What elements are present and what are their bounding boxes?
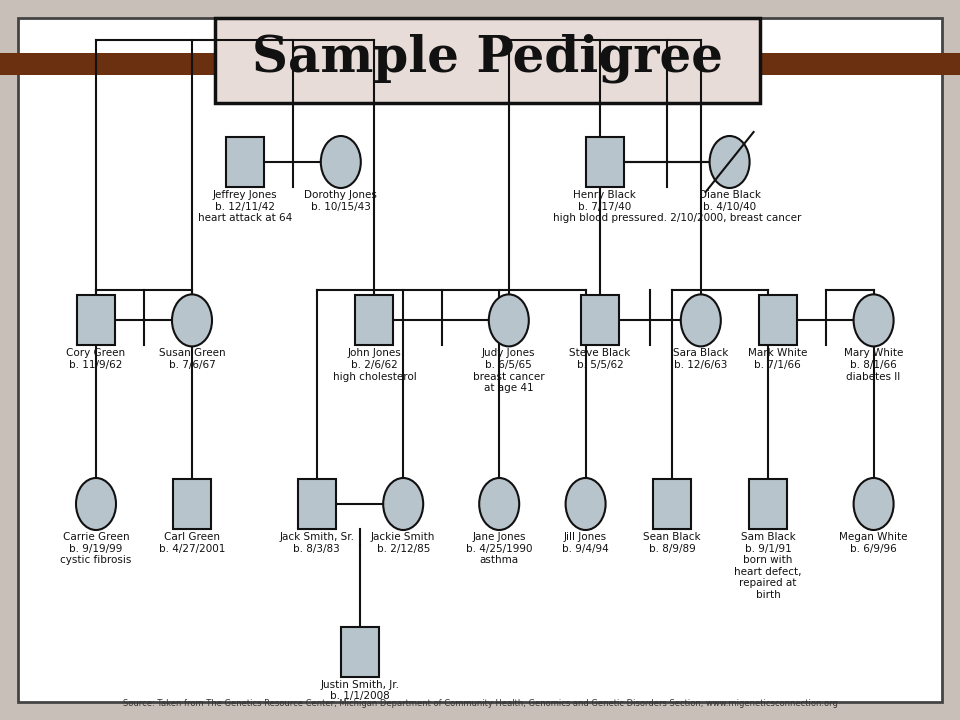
Bar bbox=[0, 53, 960, 75]
Bar bbox=[586, 137, 624, 187]
Text: Carl Green
b. 4/27/2001: Carl Green b. 4/27/2001 bbox=[158, 532, 226, 554]
Text: Judy Jones
b. 6/5/65
breast cancer
at age 41: Judy Jones b. 6/5/65 breast cancer at ag… bbox=[473, 348, 544, 393]
Text: Sam Black
b. 9/1/91
born with
heart defect,
repaired at
birth: Sam Black b. 9/1/91 born with heart defe… bbox=[734, 532, 802, 600]
Ellipse shape bbox=[479, 478, 519, 530]
Bar bbox=[653, 479, 691, 529]
Text: Jeffrey Jones
b. 12/11/42
heart attack at 64: Jeffrey Jones b. 12/11/42 heart attack a… bbox=[198, 190, 292, 223]
Ellipse shape bbox=[321, 136, 361, 188]
Ellipse shape bbox=[383, 478, 423, 530]
Text: Jill Jones
b. 9/4/94: Jill Jones b. 9/4/94 bbox=[563, 532, 609, 554]
Ellipse shape bbox=[489, 294, 529, 346]
Ellipse shape bbox=[172, 294, 212, 346]
Text: Henry Black
b. 7/17/40
high blood pressure: Henry Black b. 7/17/40 high blood pressu… bbox=[553, 190, 657, 223]
Text: Source: Taken from The Genetics Resource Center, Michigan Department of Communit: Source: Taken from The Genetics Resource… bbox=[123, 699, 837, 708]
Ellipse shape bbox=[853, 294, 894, 346]
Bar bbox=[749, 479, 787, 529]
Bar bbox=[173, 479, 211, 529]
Ellipse shape bbox=[681, 294, 721, 346]
Text: Mark White
b. 7/1/66: Mark White b. 7/1/66 bbox=[748, 348, 807, 370]
Text: Mary White
b. 8/1/66
diabetes II: Mary White b. 8/1/66 diabetes II bbox=[844, 348, 903, 382]
Text: Justin Smith, Jr.
b. 1/1/2008: Justin Smith, Jr. b. 1/1/2008 bbox=[321, 680, 399, 701]
Text: Diane Black
b. 4/10/40
d. 2/10/2000, breast cancer: Diane Black b. 4/10/40 d. 2/10/2000, bre… bbox=[658, 190, 802, 223]
Ellipse shape bbox=[853, 478, 894, 530]
Text: Sample Pedigree: Sample Pedigree bbox=[252, 34, 723, 84]
Bar bbox=[298, 479, 336, 529]
Text: Carrie Green
b. 9/19/99
cystic fibrosis: Carrie Green b. 9/19/99 cystic fibrosis bbox=[60, 532, 132, 565]
Text: Sara Black
b. 12/6/63: Sara Black b. 12/6/63 bbox=[673, 348, 729, 370]
Text: Susan Green
b. 7/6/67: Susan Green b. 7/6/67 bbox=[158, 348, 226, 370]
Ellipse shape bbox=[76, 478, 116, 530]
Bar bbox=[355, 295, 394, 346]
Bar bbox=[581, 295, 619, 346]
Text: Jackie Smith
b. 2/12/85: Jackie Smith b. 2/12/85 bbox=[371, 532, 436, 554]
Text: Dorothy Jones
b. 10/15/43: Dorothy Jones b. 10/15/43 bbox=[304, 190, 377, 212]
Text: Sean Black
b. 8/9/89: Sean Black b. 8/9/89 bbox=[643, 532, 701, 554]
Bar bbox=[341, 626, 379, 677]
Ellipse shape bbox=[565, 478, 606, 530]
Text: Jack Smith, Sr.
b. 8/3/83: Jack Smith, Sr. b. 8/3/83 bbox=[279, 532, 354, 554]
Text: Jane Jones
b. 4/25/1990
asthma: Jane Jones b. 4/25/1990 asthma bbox=[466, 532, 533, 565]
Text: John Jones
b. 2/6/62
high cholesterol: John Jones b. 2/6/62 high cholesterol bbox=[332, 348, 417, 382]
Text: Cory Green
b. 11/9/62: Cory Green b. 11/9/62 bbox=[66, 348, 126, 370]
Bar bbox=[758, 295, 797, 346]
Text: Megan White
b. 6/9/96: Megan White b. 6/9/96 bbox=[839, 532, 908, 554]
Bar bbox=[226, 137, 264, 187]
Bar bbox=[215, 18, 760, 103]
Bar bbox=[77, 295, 115, 346]
Text: Steve Black
b. 5/5/62: Steve Black b. 5/5/62 bbox=[569, 348, 631, 370]
Ellipse shape bbox=[709, 136, 750, 188]
